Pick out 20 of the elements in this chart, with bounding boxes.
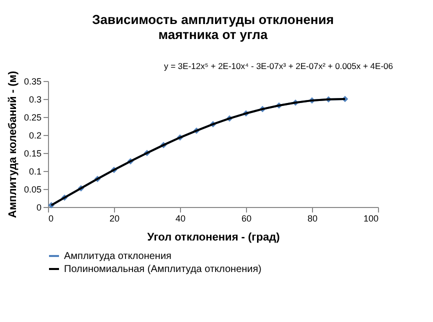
x-tick-label: 0	[48, 214, 54, 224]
x-tick-label: 100	[363, 214, 378, 224]
x-tick-label: 20	[109, 214, 120, 224]
y-tick-label: 0.2	[28, 130, 42, 140]
text: y = 3E-12x⁵ + 2E-10x⁴ - 3E-07x³ + 2E-07x² + 0.005x + 4E-06	[164, 61, 394, 71]
y-tick-label: 0.15	[24, 148, 42, 158]
y-tick-label: 0.25	[24, 112, 42, 122]
legend-label: Амплитуда отклонения	[64, 251, 172, 262]
y-tick-label: 0.1	[28, 166, 42, 176]
y-tick-label: 0	[36, 202, 42, 212]
x-axis-title: Угол отклонения - (град)	[147, 232, 280, 244]
legend-label: Полиномиальная (Амплитуда отклонения)	[64, 264, 262, 275]
y-tick-label: 0.05	[24, 184, 42, 194]
y-tick-label: 0.35	[24, 76, 42, 86]
y-tick-label: 0.3	[28, 94, 42, 104]
x-tick-label: 60	[241, 214, 252, 224]
y-axis-title: Амплитуда колебаний - (м)	[6, 70, 19, 218]
x-tick-label: 40	[175, 214, 186, 224]
x-tick-label: 80	[307, 214, 318, 224]
chart-title: Зависимость амплитуды отклонения маятника от угла	[92, 12, 334, 42]
